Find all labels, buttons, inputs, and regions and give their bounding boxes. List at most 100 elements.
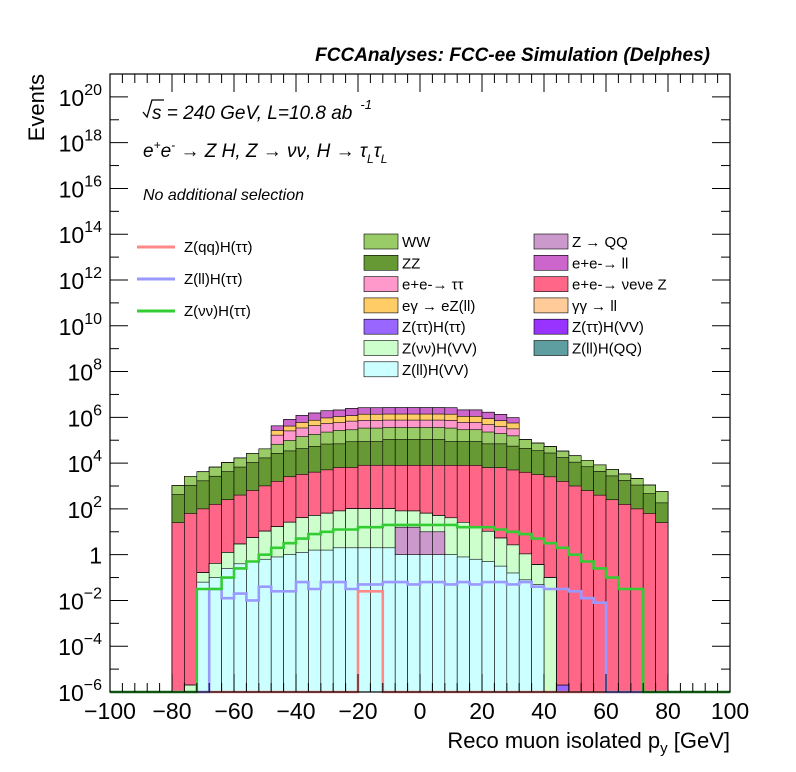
zqq-bins (394, 526, 446, 555)
y-tick-label: 1 (89, 543, 102, 569)
stack-bin (469, 558, 483, 693)
y-tick-label: 10−6 (58, 677, 102, 706)
y-tick-label: 108 (68, 357, 103, 386)
stack-bin (531, 584, 545, 693)
zqq-bin (419, 531, 433, 555)
legend-swatch (533, 340, 569, 356)
legend-label: WW (402, 234, 431, 251)
stack-bin (543, 577, 557, 693)
stack-bin (345, 547, 359, 693)
legend-label: eγ → eZ(ll) (402, 298, 475, 315)
legend-signal-label: Z(νν)H(ττ) (184, 303, 251, 320)
x-tick-label: −60 (214, 698, 253, 724)
y-axis-title: Events (24, 74, 49, 141)
legend-signal-label: Z(qq)H(ττ) (184, 239, 253, 256)
x-tick-label: 40 (531, 698, 557, 724)
stack-bin (295, 552, 309, 693)
energy-lumi-label: s = 240 GeV, L=10.8 ab -1 (142, 97, 372, 124)
y-tick-labels: 10−6 10−4 10−2 1 102 104 106 108 1010 1012 1014 101… (58, 82, 102, 706)
stack-bin (642, 513, 656, 693)
stack-bin (196, 581, 210, 693)
stack-bin (184, 513, 198, 693)
stack-layer-0 (196, 547, 545, 693)
legend-signal-label: Z(ll)H(ττ) (184, 271, 243, 288)
legend-label: e+e-→ ττ (402, 277, 464, 294)
stack-bin (518, 579, 532, 693)
stack-bin (370, 547, 384, 693)
x-tick-label: −100 (84, 698, 136, 724)
stack-bin (432, 552, 446, 693)
signal-line-2 (110, 523, 730, 694)
sqrt-sign (142, 99, 164, 119)
x-tick-label: −40 (276, 698, 315, 724)
legend-swatch (533, 318, 569, 335)
stack-bin (444, 554, 458, 693)
stack-bin (580, 490, 594, 693)
stack-bin (494, 565, 508, 693)
stack-bin (456, 556, 470, 693)
x-tick-label: 20 (469, 698, 495, 724)
stack-bin (171, 522, 185, 693)
axis-ticks (109, 73, 731, 693)
legend-label: γγ → ll (572, 298, 617, 315)
stack-bin (506, 572, 520, 693)
zqq-bin (407, 526, 421, 555)
stack-bin (655, 522, 669, 693)
zqq-bin (432, 531, 446, 555)
stack-bin (246, 561, 260, 693)
legend-swatch (363, 318, 399, 335)
stack-bin (630, 508, 644, 693)
x-axis-title: Reco muon isolated py [GeV] (447, 728, 730, 757)
y-tick-label: 10−2 (58, 585, 102, 614)
stack-bin (419, 549, 433, 693)
legend-label: ZZ (402, 255, 420, 272)
legend-label: Z(ll)H(QQ) (572, 341, 642, 358)
x-tick-label: 80 (655, 698, 681, 724)
legend-label: Z(ττ)H(VV) (572, 319, 644, 336)
process-label: e+e- → Z H, Z → νν, H → τLτL (143, 138, 387, 166)
svg-text:s = 240 GeV, L=10.8 ab-1: s = 240 GeV, L=10.8 ab -1 (152, 97, 372, 124)
legend-label: Z(νν)H(VV) (402, 341, 477, 358)
y-tick-label: 102 (68, 494, 103, 523)
y-tick-label: 10−4 (58, 631, 102, 660)
stack-bin (233, 563, 247, 693)
legend-label: e+e-→ νeνe Z (572, 277, 667, 294)
legend-label: Z(ll)H(VV) (402, 362, 469, 379)
y-tick-label: 1020 (59, 82, 102, 111)
legend-label: Z → QQ (572, 234, 628, 251)
x-tick-labels: −100 −80 −60 −40 −20 0 20 40 60 80 100 (84, 698, 749, 724)
y-tick-label: 104 (68, 448, 103, 477)
legend-swatch (363, 297, 399, 314)
stack-bin (332, 547, 346, 693)
legend-swatch (363, 255, 399, 271)
y-tick-label: 1016 (59, 173, 102, 202)
selection-label: No additional selection (143, 187, 304, 204)
legend-label: Z(ττ)H(ττ) (402, 319, 466, 336)
stack-bin (618, 504, 632, 693)
x-tick-label: −20 (338, 698, 377, 724)
y-tick-label: 1014 (59, 219, 102, 248)
legend-swatch (533, 255, 569, 271)
stack-bin (258, 558, 272, 693)
stack-bin (407, 549, 421, 693)
y-tick-label: 1012 (59, 265, 102, 294)
stacked-histogram (171, 407, 669, 693)
stack-bin (593, 494, 607, 693)
stack-bin (394, 547, 408, 693)
y-tick-label: 1018 (59, 128, 102, 157)
stack-bin (556, 481, 570, 693)
plot-header: FCCAnalyses: FCC-ee Simulation (Delphes) (315, 45, 710, 66)
legend-swatch (533, 233, 569, 250)
stack-bin (568, 485, 582, 693)
stack-bin (357, 547, 371, 693)
x-tick-label: 100 (711, 698, 749, 724)
zqq-bin (394, 526, 408, 555)
x-tick-label: 60 (593, 698, 619, 724)
stack-bin (208, 577, 222, 693)
stack-bin (283, 554, 297, 693)
x-tick-label: −80 (152, 698, 191, 724)
stack-bin (320, 549, 334, 693)
y-tick-label: 1010 (59, 311, 102, 340)
legend-swatch (533, 297, 569, 314)
legend: Z(qq)H(ττ) Z(ll)H(ττ) Z(νν)H(ττ) WW ZZ e+e-→ … (137, 233, 667, 379)
